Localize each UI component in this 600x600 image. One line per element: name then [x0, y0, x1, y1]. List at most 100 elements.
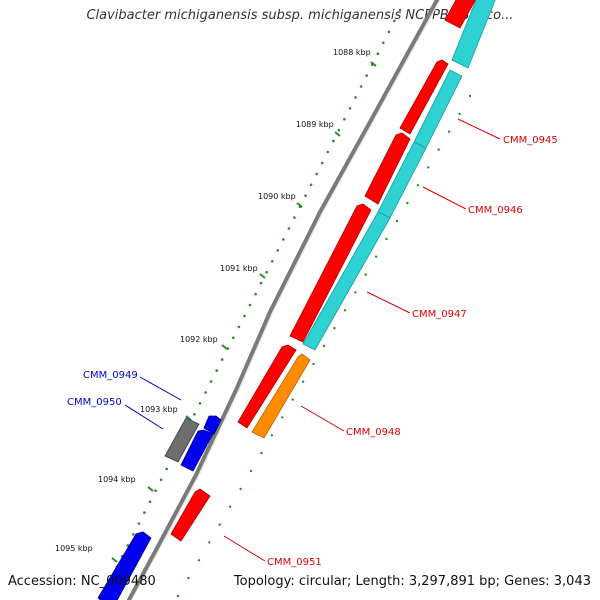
outer-genes: [97, 415, 222, 600]
ruler-dot: [398, 8, 402, 12]
ruler-tick-label: 1088 kbp: [333, 48, 371, 57]
ruler-tick-label: 1091 kbp: [220, 264, 258, 273]
ruler-dot: [232, 336, 235, 340]
ruler-dot: [337, 128, 341, 132]
ruler-tick-label: 1092 kbp: [180, 335, 218, 344]
ruler-dot: [376, 52, 380, 55]
ruler-dot: [143, 511, 146, 514]
ruler-dot: [249, 469, 253, 473]
ruler-dot: [259, 281, 263, 285]
ruler-dot: [239, 487, 242, 491]
ruler-dot: [248, 303, 252, 307]
gene-arrow-red-cmm-0951[interactable]: [170, 488, 211, 542]
ruler-tick-mark: [296, 202, 303, 208]
gene-arrow-red-cmm-0947[interactable]: [289, 203, 372, 343]
gene-label-cmm-0948[interactable]: CMM_0948: [346, 427, 401, 438]
map-title: Clavibacter michiganensis subsp. michiga…: [86, 8, 514, 23]
gene-label-cmm-0945[interactable]: CMM_0945: [503, 135, 558, 146]
leader-line-cmm-0946: [422, 186, 467, 210]
ruler-dot: [343, 118, 346, 121]
ruler-tick-mark: [147, 486, 154, 492]
ruler-dot: [159, 478, 163, 482]
leader-line-cmm-0949: [139, 376, 182, 401]
ruler-dot: [322, 344, 326, 348]
gene-arrow-cyan[interactable]: [451, 0, 500, 69]
ruler-dot: [348, 107, 352, 110]
ruler-dot: [468, 94, 472, 98]
ruler-dot: [315, 172, 319, 176]
leader-line-cmm-0945: [457, 118, 501, 140]
genome-backbone-highlight: [131, 0, 441, 600]
ruler-dot: [304, 194, 307, 197]
ruler-dot: [209, 380, 213, 383]
ruler-dot: [282, 238, 285, 241]
ruler-dot: [254, 292, 257, 296]
ruler-dots: [98, 8, 402, 600]
reverse-strand-genes: [251, 0, 500, 439]
ruler-dot: [215, 369, 218, 372]
gene-label-cmm-0947[interactable]: CMM_0947: [412, 309, 467, 320]
ruler-dot: [374, 255, 378, 258]
ruler-dot: [132, 533, 135, 536]
gene-arrow-blue-cmm-0949[interactable]: [180, 429, 214, 472]
ruler-dot: [137, 522, 141, 525]
gene-labels: CMM_0945 CMM_0946 CMM_0947 CMM_0948 CMM_…: [67, 135, 558, 568]
gene-arrow-red-cmm-0948[interactable]: [237, 344, 297, 429]
ruler-dot: [447, 130, 451, 133]
ruler-tick-mark: [334, 131, 341, 137]
map-summary-text: Topology: circular; Length: 3,297,891 bp…: [233, 574, 591, 589]
ruler-dot: [176, 594, 180, 598]
gene-arrow-red[interactable]: [444, 0, 482, 29]
ruler-dot: [187, 576, 190, 580]
gene-label-cmm-0951[interactable]: CMM_0951: [267, 557, 322, 568]
ruler-dot: [237, 325, 241, 329]
ruler-dot: [365, 74, 369, 77]
gene-arrow-blue-lower[interactable]: [97, 531, 152, 600]
ruler-dot: [204, 391, 207, 394]
gene-arrow-red-cmm-0946[interactable]: [364, 132, 411, 205]
leader-line-cmm-0951: [223, 535, 266, 562]
gene-arrow-blue[interactable]: [203, 415, 222, 435]
ruler-tick-mark: [370, 61, 377, 67]
ruler-dot: [332, 139, 335, 143]
ruler-dot: [312, 362, 315, 366]
gene-arrow-cyan-cmm-0947[interactable]: [302, 211, 391, 351]
forward-strand-genes: [170, 0, 482, 542]
ruler-dot: [427, 166, 430, 169]
gene-label-cmm-0946[interactable]: CMM_0946: [468, 205, 523, 216]
ruler-dot: [301, 380, 305, 383]
ruler-dot: [291, 398, 294, 401]
ruler-dot: [193, 413, 196, 416]
ruler-dot: [406, 201, 409, 205]
genome-backbone: [126, 0, 440, 600]
ruler-tick-mark: [259, 273, 266, 279]
leader-line-cmm-0950: [124, 404, 164, 430]
ruler-dot: [260, 451, 263, 455]
ruler-dot: [218, 523, 221, 526]
ruler-dot: [326, 150, 330, 154]
gene-arrow-gray-cmm-0950[interactable]: [164, 417, 200, 463]
ruler-dot: [395, 219, 399, 223]
accession-text: Accession: NC_009480: [8, 574, 156, 589]
ruler-dot: [387, 30, 391, 34]
ruler-dot: [359, 85, 363, 88]
gene-arrow-orange-cmm-0948[interactable]: [251, 353, 311, 439]
ruler-dot: [270, 434, 274, 437]
ruler-dot: [354, 96, 357, 99]
ruler-dot: [198, 402, 202, 405]
gene-label-cmm-0949[interactable]: CMM_0949: [83, 370, 138, 381]
ruler-tick-label: 1090 kbp: [258, 192, 296, 201]
gene-label-cmm-0950[interactable]: CMM_0950: [67, 397, 122, 408]
ruler-dot: [458, 112, 461, 116]
ruler-dot: [165, 467, 168, 471]
ruler-dot: [276, 249, 280, 252]
ruler-dot: [148, 500, 152, 504]
ruler-ticks: 1088 kbp 1089 kbp 1090 kbp 1091 kbp 1092…: [55, 48, 377, 563]
gene-arrow-red-cmm-0945[interactable]: [399, 59, 449, 135]
ruler-tick-label: 1095 kbp: [55, 544, 93, 553]
ruler-dot: [382, 41, 385, 45]
ruler-dot: [197, 559, 201, 562]
leader-line-cmm-0948: [300, 405, 345, 432]
